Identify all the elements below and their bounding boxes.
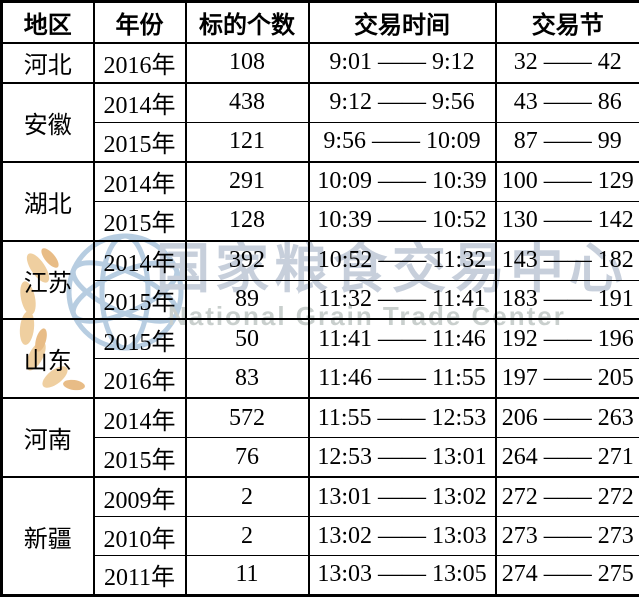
count-cell: 121: [184, 121, 310, 163]
year-cell: 2014年: [92, 160, 187, 202]
year-cell: 2014年: [92, 397, 187, 439]
table-row: 2015年 128 10:39 —— 10:52 130 —— 142: [2, 200, 639, 242]
table-body: 河北 2016年 108 9:01 —— 9:12 32 —— 42 安徽 2014年 438…: [0, 42, 639, 597]
count-cell: 2: [184, 516, 310, 556]
count-cell: 108: [184, 42, 310, 84]
table-row: 河南 2014年 572 11:55 —— 12:53 206 —— 263: [0, 397, 639, 478]
table-header: 地区 年份 标的个数 交易时间 交易节: [0, 0, 639, 44]
time-cell: 9:12 —— 9:56: [307, 81, 497, 123]
time-cell: 11:46 —— 11:55: [307, 358, 497, 399]
time-cell: 11:55 —— 12:53: [307, 397, 497, 439]
table-row: 新疆 2009年 2 13:01 —— 13:02 272 —— 272: [0, 476, 639, 597]
column-header-region: 地区: [0, 0, 95, 44]
column-header-year: 年份: [92, 0, 187, 44]
year-cell: 2015年: [92, 200, 187, 242]
year-cell: 2015年: [92, 437, 187, 478]
session-cell: 32 —— 42: [494, 42, 639, 84]
table-row: 2015年 121 9:56 —— 10:09 87 —— 99: [2, 121, 639, 163]
count-cell: 128: [184, 200, 310, 242]
region-cell: 安徽: [0, 81, 95, 163]
count-cell: 2: [184, 476, 310, 518]
session-cell: 206 —— 263: [494, 397, 639, 439]
time-cell: 9:56 —— 10:09: [307, 121, 497, 163]
time-cell: 9:01 —— 9:12: [307, 42, 497, 84]
time-cell: 11:32 —— 11:41: [307, 279, 497, 320]
year-cell: 2011年: [92, 554, 187, 597]
table-row: 安徽 2014年 438 9:12 —— 9:56 43 —— 86: [0, 81, 639, 163]
session-cell: 192 —— 196: [494, 318, 639, 360]
count-cell: 76: [184, 437, 310, 478]
year-cell: 2016年: [92, 358, 187, 399]
region-cell: 河南: [0, 397, 95, 478]
count-cell: 572: [184, 397, 310, 439]
table-row: 2011年 11 13:03 —— 13:05 274 —— 275: [2, 554, 639, 597]
count-cell: 50: [184, 318, 310, 360]
count-cell: 392: [184, 239, 310, 281]
session-cell: 274 —— 275: [494, 554, 639, 597]
year-cell: 2015年: [92, 318, 187, 360]
year-cell: 2009年: [92, 476, 187, 518]
year-cell: 2015年: [92, 121, 187, 163]
time-cell: 13:03 —— 13:05: [307, 554, 497, 597]
table-row: 2010年 2 13:02 —— 13:03 273 —— 273: [2, 516, 639, 556]
year-cell: 2016年: [92, 42, 187, 84]
session-cell: 87 —— 99: [494, 121, 639, 163]
table-row: 湖北 2014年 291 10:09 —— 10:39 100 —— 129: [0, 160, 639, 242]
region-cell: 江苏: [0, 239, 95, 320]
session-cell: 100 —— 129: [494, 160, 639, 202]
session-cell: 197 —— 205: [494, 358, 639, 399]
column-header-time: 交易时间: [307, 0, 497, 44]
table-row: 河北 2016年 108 9:01 —— 9:12 32 —— 42: [0, 42, 639, 84]
year-cell: 2014年: [92, 81, 187, 123]
time-cell: 11:41 —— 11:46: [307, 318, 497, 360]
year-cell: 2015年: [92, 279, 187, 320]
table-row: 山东 2015年 50 11:41 —— 11:46 192 —— 196: [0, 318, 639, 399]
session-cell: 273 —— 273: [494, 516, 639, 556]
session-cell: 272 —— 272: [494, 476, 639, 518]
year-cell: 2014年: [92, 239, 187, 281]
time-cell: 13:02 —— 13:03: [307, 516, 497, 556]
count-cell: 83: [184, 358, 310, 399]
header-row: 地区 年份 标的个数 交易时间 交易节: [0, 0, 639, 44]
column-header-count: 标的个数: [184, 0, 310, 44]
count-cell: 291: [184, 160, 310, 202]
session-cell: 130 —— 142: [494, 200, 639, 242]
count-cell: 438: [184, 81, 310, 123]
table-row: 2015年 89 11:32 —— 11:41 183 —— 191: [2, 279, 639, 320]
table-row: 2016年 83 11:46 —— 11:55 197 —— 205: [2, 358, 639, 399]
time-cell: 12:53 —— 13:01: [307, 437, 497, 478]
session-cell: 183 —— 191: [494, 279, 639, 320]
time-cell: 10:09 —— 10:39: [307, 160, 497, 202]
region-cell: 新疆: [0, 476, 95, 597]
session-cell: 143 —— 182: [494, 239, 639, 281]
session-cell: 43 —— 86: [494, 81, 639, 123]
region-cell: 湖北: [0, 160, 95, 242]
time-cell: 13:01 —— 13:02: [307, 476, 497, 518]
table-row: 江苏 2014年 392 10:52 —— 11:32 143 —— 182: [0, 239, 639, 320]
session-cell: 264 —— 271: [494, 437, 639, 478]
region-cell: 山东: [0, 318, 95, 399]
column-header-session: 交易节: [494, 0, 639, 44]
time-cell: 10:39 —— 10:52: [307, 200, 497, 242]
table-row: 2015年 76 12:53 —— 13:01 264 —— 271: [2, 437, 639, 478]
time-cell: 10:52 —— 11:32: [307, 239, 497, 281]
count-cell: 11: [184, 554, 310, 597]
year-cell: 2010年: [92, 516, 187, 556]
count-cell: 89: [184, 279, 310, 320]
region-cell: 河北: [0, 42, 95, 84]
